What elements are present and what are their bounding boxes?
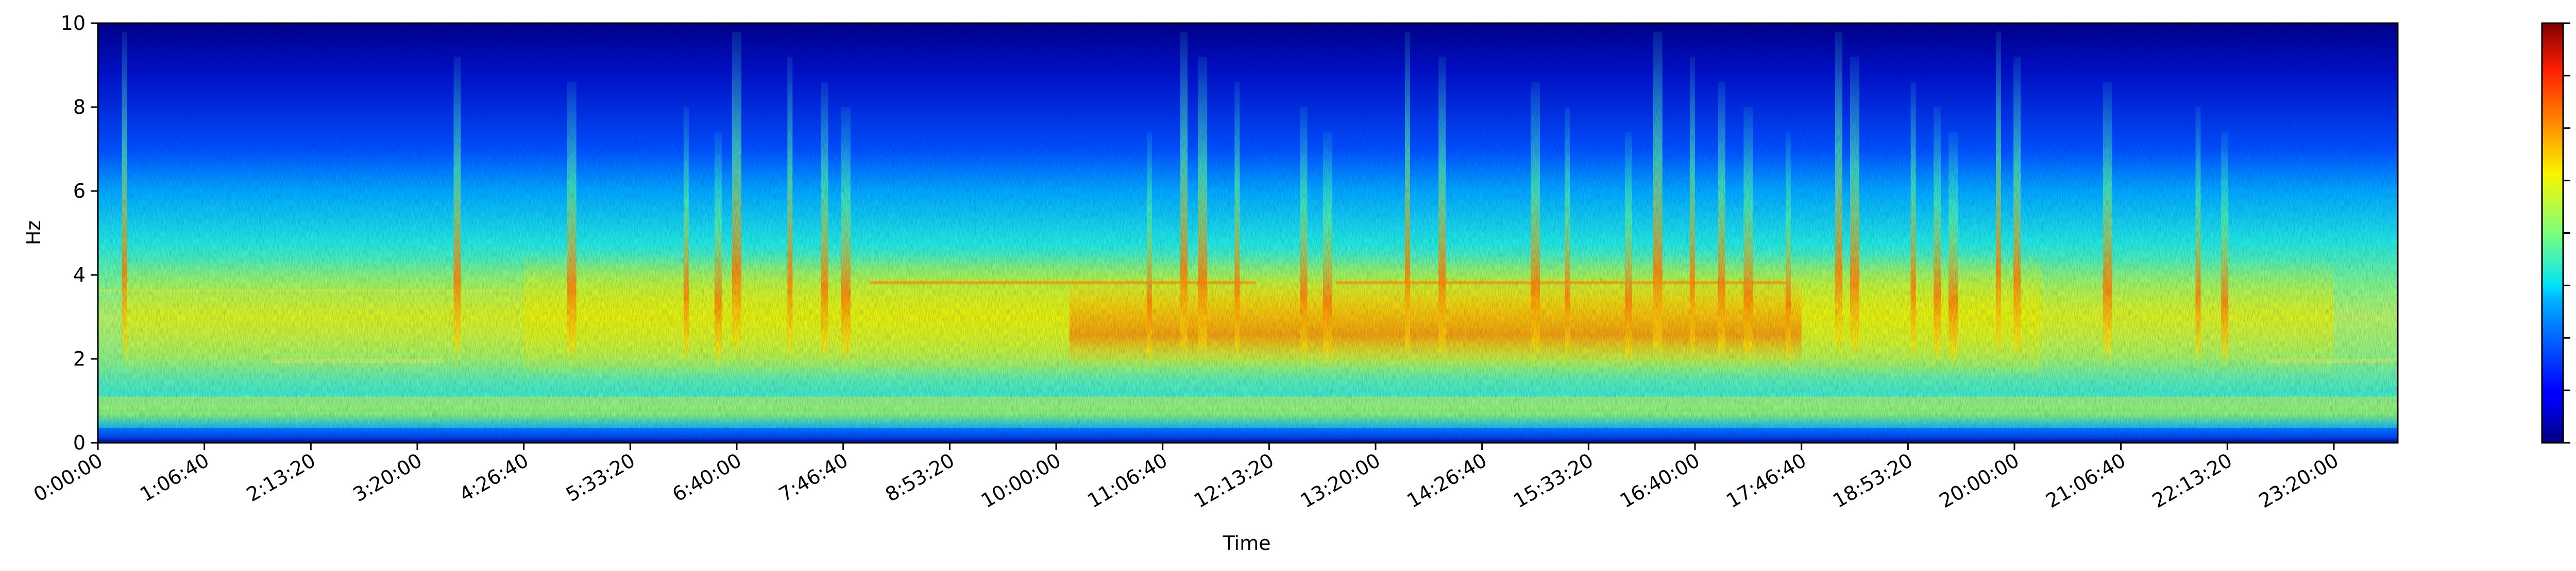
x-axis-label: Time	[1223, 532, 1271, 555]
spectrogram-noise	[98, 23, 2398, 443]
colorbar-gradient	[2541, 22, 2564, 444]
x-tick-label: 7:46:40	[775, 449, 852, 506]
y-axis-label: Hz	[22, 220, 45, 246]
x-tick-label: 16:40:00	[1616, 449, 1704, 512]
colorbar-tick-label: -10 dB	[2575, 64, 2576, 87]
y-tick-label: 6	[73, 180, 86, 202]
x-tick-label: 5:33:20	[562, 449, 639, 506]
x-tick-label: 0:00:00	[30, 449, 107, 506]
x-tick-label: 2:13:20	[243, 449, 319, 506]
colorbar-tick-label: -30 dB	[2575, 169, 2576, 192]
colorbar-tick-label: +0 dB	[2575, 12, 2576, 34]
colorbar-tick-label: -40 dB	[2575, 222, 2576, 245]
x-tick-label: 13:20:00	[1297, 449, 1384, 512]
plot-area	[98, 23, 2398, 443]
x-axis: 0:00:00 1:06:40 2:13:20 3:20:00 4:26:40 5:33:…	[30, 443, 2343, 512]
colorbar-tick-label: -70 dB	[2575, 379, 2576, 402]
y-tick-label: 8	[73, 96, 86, 118]
x-tick-label: 17:46:40	[1722, 449, 1810, 512]
x-tick-label: 3:20:00	[349, 449, 426, 506]
x-tick-label: 1:06:40	[136, 449, 213, 506]
colorbar-tick-label: -80 dB	[2575, 431, 2576, 454]
x-tick-label: 21:06:40	[2042, 449, 2129, 512]
colorbar-tick-label: -50 dB	[2575, 274, 2576, 297]
colorbar-tick-label: -60 dB	[2575, 326, 2576, 349]
y-axis: 0 2 4 6 8 10	[61, 12, 98, 454]
colorbar-tick-label: -20 dB	[2575, 117, 2576, 140]
plot-frame	[97, 22, 2399, 444]
x-tick-label: 8:53:20	[882, 449, 958, 506]
y-tick-label: 10	[61, 12, 86, 34]
x-tick-label: 23:20:00	[2255, 449, 2343, 512]
x-tick-label: 4:26:40	[455, 449, 532, 506]
y-tick-label: 4	[73, 264, 86, 286]
x-tick-label: 18:53:20	[1829, 449, 1917, 512]
x-tick-label: 11:06:40	[1083, 449, 1171, 512]
x-tick-label: 12:13:20	[1190, 449, 1278, 512]
x-tick-label: 22:13:20	[2148, 449, 2236, 512]
y-tick-label: 2	[73, 348, 86, 370]
x-tick-label: 10:00:00	[977, 449, 1065, 512]
x-tick-label: 6:40:00	[669, 449, 745, 506]
colorbar: +0 dB -10 dB -20 dB -30 dB -40 dB -50 dB -60 d…	[2541, 12, 2576, 454]
y-tick-label: 0	[73, 431, 86, 454]
x-tick-label: 20:00:00	[1936, 449, 2023, 512]
colorbar-ticks: +0 dB -10 dB -20 dB -30 dB -40 dB -50 dB -60 d…	[2563, 12, 2576, 454]
x-tick-label: 14:26:40	[1403, 449, 1490, 512]
x-tick-label: 15:33:20	[1510, 449, 1597, 512]
